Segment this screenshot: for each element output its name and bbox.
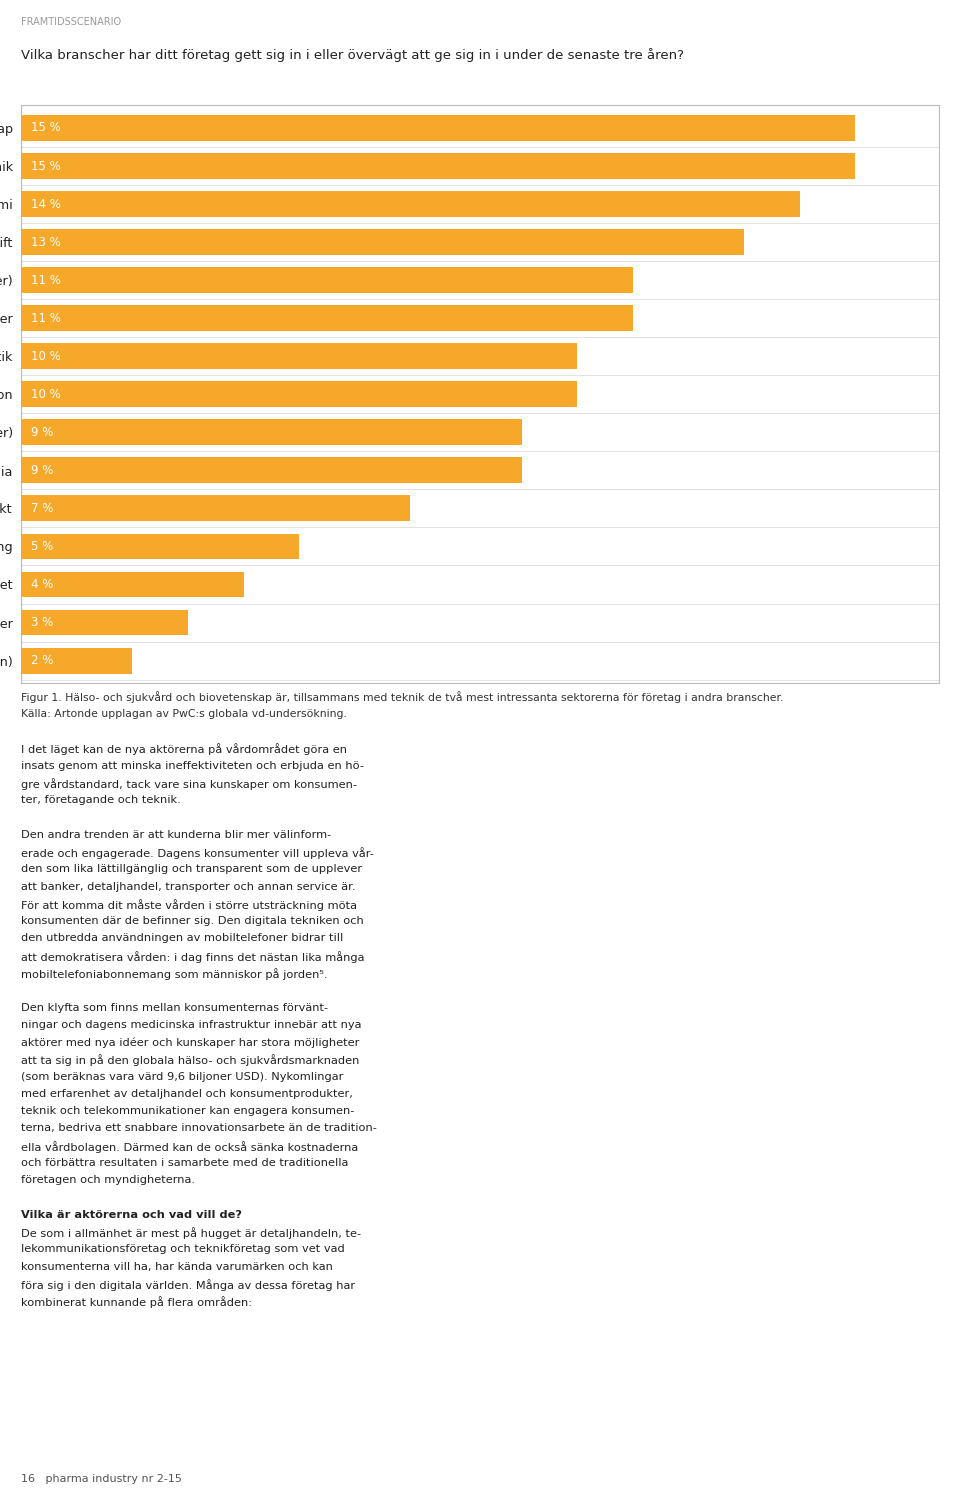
Text: Den klyfta som finns mellan konsumenternas förvänt-: Den klyfta som finns mellan konsumentern… (21, 1003, 328, 1012)
Text: 10 %: 10 % (31, 388, 60, 401)
Text: 15 %: 15 % (31, 122, 60, 135)
Text: 14 %: 14 % (31, 198, 61, 210)
Text: 3 %: 3 % (31, 616, 54, 629)
Text: 9 %: 9 % (31, 427, 54, 439)
Bar (21, 305, 633, 330)
Text: 7 %: 7 % (31, 502, 54, 515)
Text: med erfarenhet av detaljhandel och konsumentprodukter,: med erfarenhet av detaljhandel och konsu… (21, 1089, 353, 1099)
Text: aktörer med nya idéer och kunskaper har stora möjligheter: aktörer med nya idéer och kunskaper har … (21, 1036, 359, 1047)
Text: ter, företagande och teknik.: ter, företagande och teknik. (21, 796, 180, 805)
Text: den utbredda användningen av mobiltelefoner bidrar till: den utbredda användningen av mobiltelefo… (21, 933, 344, 943)
Text: 15 %: 15 % (31, 159, 60, 173)
Text: 13 %: 13 % (31, 236, 60, 249)
Text: 11 %: 11 % (31, 312, 61, 324)
Text: 5 %: 5 % (31, 539, 54, 553)
Bar (21, 419, 521, 445)
Text: att demokratisera vården: i dag finns det nästan lika många: att demokratisera vården: i dag finns de… (21, 951, 365, 963)
Bar (21, 458, 521, 484)
Text: Källa: Artonde upplagan av PwC:s globala vd-undersökning.: Källa: Artonde upplagan av PwC:s globala… (21, 709, 347, 719)
Bar (21, 382, 577, 407)
Bar (21, 344, 577, 369)
Text: 4 %: 4 % (31, 578, 54, 590)
Text: 10 %: 10 % (31, 350, 60, 362)
Bar (21, 610, 188, 635)
Bar (21, 267, 633, 293)
Text: teknik och telekommunikationer kan engagera konsumen-: teknik och telekommunikationer kan engag… (21, 1105, 354, 1116)
Text: kombinerat kunnande på flera områden:: kombinerat kunnande på flera områden: (21, 1296, 252, 1308)
Text: 16   pharma industry nr 2-15: 16 pharma industry nr 2-15 (21, 1473, 182, 1484)
Text: De som i allmänhet är mest på hugget är detaljhandeln, te-: De som i allmänhet är mest på hugget är … (21, 1227, 361, 1239)
Text: 2 %: 2 % (31, 653, 54, 667)
Text: gre vårdstandard, tack vare sina kunskaper om konsumen-: gre vårdstandard, tack vare sina kunskap… (21, 778, 357, 790)
Text: konsumenterna vill ha, har kända varumärken och kan: konsumenterna vill ha, har kända varumär… (21, 1262, 333, 1272)
Bar (21, 496, 411, 521)
Text: Den andra trenden är att kunderna blir mer välinform-: Den andra trenden är att kunderna blir m… (21, 829, 331, 840)
Bar (21, 572, 244, 598)
Text: konsumenten där de befinner sig. Den digitala tekniken och: konsumenten där de befinner sig. Den dig… (21, 916, 364, 927)
Text: FRAMTIDSSCENARIO: FRAMTIDSSCENARIO (21, 17, 121, 27)
Text: ningar och dagens medicinska infrastruktur innebär att nya: ningar och dagens medicinska infrastrukt… (21, 1020, 362, 1030)
Text: 11 %: 11 % (31, 273, 61, 287)
Text: (som beräknas vara värd 9,6 biljoner USD). Nykomlingar: (som beräknas vara värd 9,6 biljoner USD… (21, 1072, 344, 1081)
Text: erade och engagerade. Dagens konsumenter vill uppleva vår-: erade och engagerade. Dagens konsumenter… (21, 847, 374, 859)
Text: mobiltelefoniabonnemang som människor på jorden⁵.: mobiltelefoniabonnemang som människor på… (21, 967, 327, 979)
Bar (21, 230, 744, 255)
Text: att banker, detaljhandel, transporter och annan service är.: att banker, detaljhandel, transporter oc… (21, 882, 355, 892)
Text: föra sig i den digitala världen. Många av dessa företag har: föra sig i den digitala världen. Många a… (21, 1278, 355, 1290)
Bar (21, 116, 855, 141)
Text: den som lika lättillgänglig och transparent som de upplever: den som lika lättillgänglig och transpar… (21, 865, 362, 874)
Text: insats genom att minska ineffektiviteten och erbjuda en hö-: insats genom att minska ineffektiviteten… (21, 760, 364, 771)
Text: 9 %: 9 % (31, 464, 54, 476)
Text: terna, bedriva ett snabbare innovationsarbete än de tradition-: terna, bedriva ett snabbare innovationsa… (21, 1123, 377, 1134)
Bar (21, 153, 855, 179)
Text: lekommunikationsföretag och teknikföretag som vet vad: lekommunikationsföretag och teknikföreta… (21, 1244, 345, 1254)
Text: ella vårdbolagen. Därmed kan de också sänka kostnaderna: ella vårdbolagen. Därmed kan de också sä… (21, 1142, 358, 1152)
Bar (21, 647, 132, 673)
Text: och förbättra resultaten i samarbete med de traditionella: och förbättra resultaten i samarbete med… (21, 1158, 348, 1169)
Text: Vilka är aktörerna och vad vill de?: Vilka är aktörerna och vad vill de? (21, 1211, 242, 1220)
Bar (21, 533, 300, 559)
Bar (21, 191, 800, 216)
Text: företagen och myndigheterna.: företagen och myndigheterna. (21, 1175, 195, 1185)
Text: I det läget kan de nya aktörerna på vårdområdet göra en: I det läget kan de nya aktörerna på vård… (21, 743, 348, 756)
Text: Figur 1. Hälso- och sjukvård och biovetenskap är, tillsammans med teknik de två : Figur 1. Hälso- och sjukvård och biovete… (21, 691, 783, 703)
Text: Vilka branscher har ditt företag gett sig in i eller övervägt att ge sig in i un: Vilka branscher har ditt företag gett si… (21, 48, 684, 62)
Text: För att komma dit måste vården i större utsträckning möta: För att komma dit måste vården i större … (21, 898, 357, 910)
Text: att ta sig in på den globala hälso- och sjukvårdsmarknaden: att ta sig in på den globala hälso- och … (21, 1054, 359, 1066)
